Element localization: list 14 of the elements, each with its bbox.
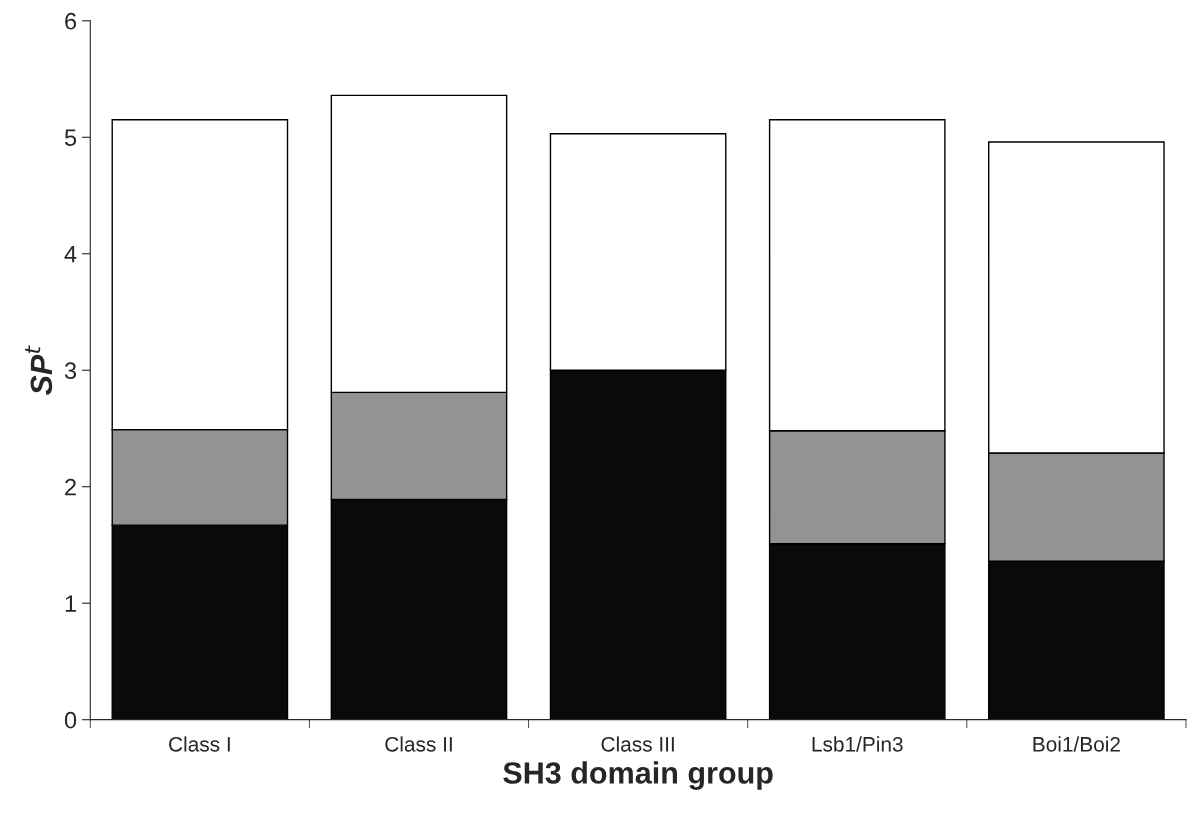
y-tick-label: 0 bbox=[64, 711, 77, 729]
y-tick-label: 1 bbox=[65, 595, 76, 612]
x-tick-label: Lsb1/Pin3 bbox=[812, 736, 903, 752]
y-tick-label: 5 bbox=[64, 129, 77, 147]
y-tick-label: 3 bbox=[64, 362, 77, 380]
x-tick-label: Class II bbox=[385, 736, 452, 752]
y-axis-title: SP$^{t}$ bbox=[25, 345, 53, 396]
y-tick-label: 2 bbox=[65, 478, 76, 496]
x-tick-label: Boi1/Boi2 bbox=[1033, 736, 1120, 752]
x-tick-label: Class III bbox=[601, 736, 674, 752]
x-axis-title: SH3 domain group bbox=[503, 761, 773, 790]
x-tick-label: Class I bbox=[169, 736, 230, 752]
y-tick-label: 6 bbox=[65, 12, 77, 30]
y-tick-label: 4 bbox=[64, 246, 77, 263]
